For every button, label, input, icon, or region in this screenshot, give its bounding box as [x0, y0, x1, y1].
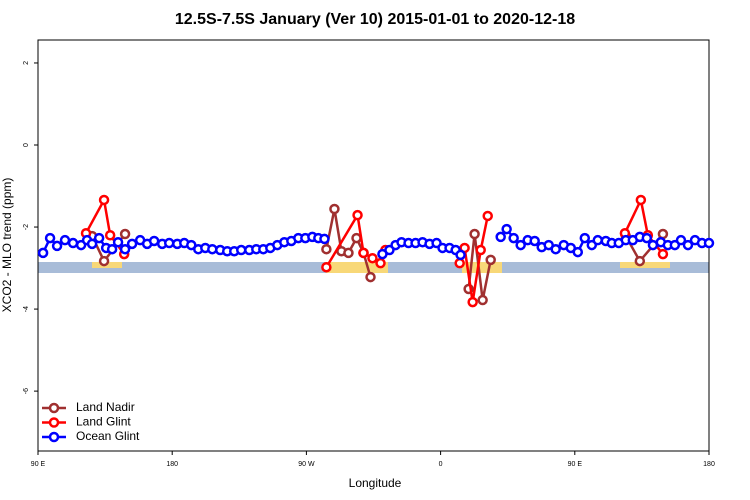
point [112, 236, 124, 248]
y-tick-label: -2 [23, 224, 30, 230]
point [51, 240, 63, 252]
point [106, 243, 118, 255]
point [343, 247, 354, 259]
point [67, 237, 79, 249]
point [475, 244, 486, 256]
legend-label: Land Glint [76, 415, 131, 429]
point [119, 228, 131, 240]
point [104, 229, 116, 241]
legend-label: Ocean Glint [76, 429, 140, 443]
legend-marker [48, 417, 60, 428]
y-tick-label: 0 [23, 143, 30, 147]
point [358, 247, 369, 259]
point [367, 252, 378, 264]
point [98, 194, 110, 206]
point [44, 232, 56, 244]
point [572, 246, 584, 258]
point [375, 257, 386, 269]
land-patch [462, 262, 502, 273]
point [59, 234, 71, 246]
x-tick-label: 180 [166, 461, 178, 468]
point [351, 232, 362, 244]
point [657, 248, 669, 260]
chart-title: 12.5S-7.5S January (Ver 10) 2015-01-01 t… [175, 11, 575, 28]
point [321, 243, 332, 255]
x-tick-label: 0 [439, 461, 443, 468]
point [477, 294, 488, 306]
x-axis-label: Longitude [349, 476, 402, 490]
legend-marker [48, 431, 60, 443]
point [454, 257, 465, 269]
y-tick-label: 2 [23, 61, 30, 65]
point [482, 210, 493, 222]
point [365, 271, 376, 283]
point [579, 232, 591, 244]
point [641, 232, 653, 244]
x-tick-label: 180 [703, 461, 715, 468]
surface-strip [38, 262, 709, 273]
point [319, 233, 330, 245]
point [126, 238, 138, 250]
point [329, 203, 340, 215]
point [592, 234, 604, 246]
legend-label: Land Nadir [76, 400, 135, 414]
point [703, 237, 715, 249]
point [93, 232, 105, 244]
y-tick-label: -4 [23, 306, 30, 312]
point [550, 243, 561, 255]
land-patch [620, 262, 670, 268]
point [469, 228, 480, 240]
point [98, 255, 110, 267]
point [675, 234, 687, 246]
x-tick-label: 90 E [31, 461, 46, 468]
point [467, 296, 478, 308]
x-tick-label: 90 W [298, 461, 315, 468]
point [148, 235, 160, 247]
point [634, 255, 646, 267]
legend-marker [48, 402, 60, 414]
point [529, 235, 540, 247]
point [321, 261, 332, 273]
point [86, 238, 98, 250]
point [37, 247, 49, 259]
point [657, 228, 669, 240]
point [235, 244, 247, 256]
point [119, 243, 131, 255]
point [495, 231, 506, 243]
y-tick-label: -6 [23, 388, 30, 394]
point [682, 239, 694, 251]
point [501, 223, 512, 235]
x-tick-label: 90 E [568, 461, 583, 468]
point [163, 237, 175, 249]
land-patch [326, 262, 388, 273]
point [508, 232, 519, 244]
point [485, 254, 496, 266]
point [455, 249, 466, 261]
y-axis-label: XCO2 - MLO trend (ppm) [0, 178, 14, 313]
point [515, 239, 526, 251]
point [635, 194, 647, 206]
point [352, 209, 363, 221]
